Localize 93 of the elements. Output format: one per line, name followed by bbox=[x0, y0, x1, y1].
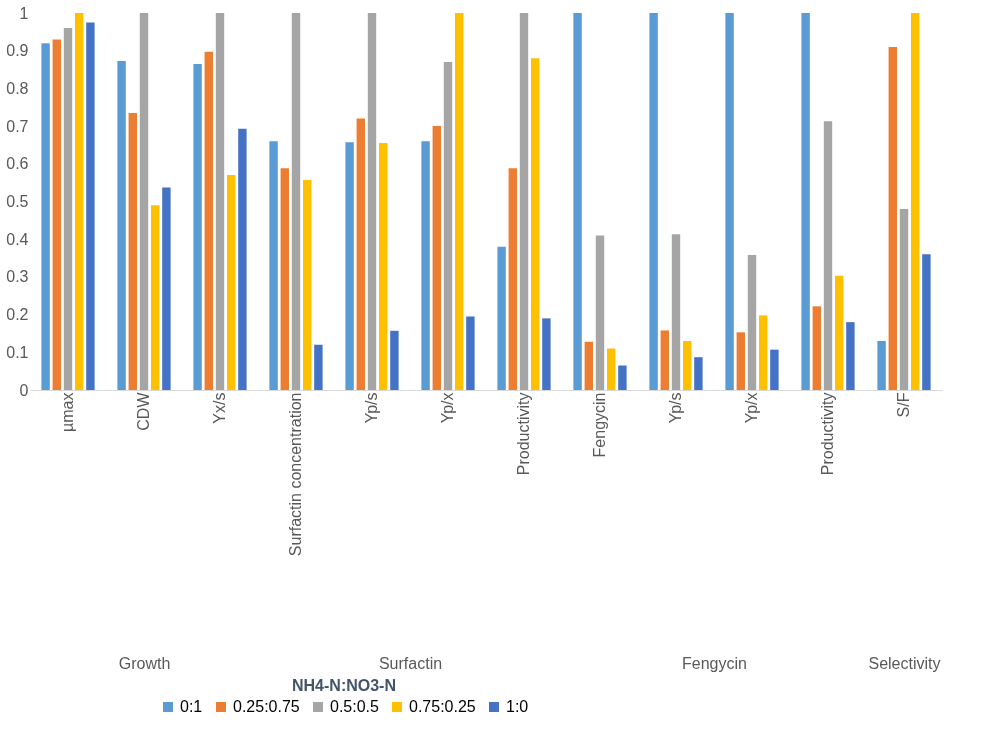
y-tick-label: 0.1 bbox=[6, 343, 29, 361]
bar bbox=[379, 143, 388, 390]
bar bbox=[227, 175, 236, 390]
x-tick-label: CDW bbox=[135, 391, 152, 431]
x-tick-label: Productivity bbox=[515, 392, 532, 476]
bar bbox=[835, 275, 844, 390]
bar bbox=[345, 142, 354, 390]
bar bbox=[139, 13, 149, 390]
bar bbox=[770, 349, 779, 390]
bar bbox=[215, 13, 225, 390]
bar bbox=[117, 60, 126, 390]
bar bbox=[432, 126, 441, 390]
x-tick-label: Yp/x bbox=[439, 392, 456, 424]
x-tick-label: Fengycin bbox=[591, 392, 608, 458]
y-tick-label: 0 bbox=[19, 381, 29, 399]
bar bbox=[725, 13, 734, 390]
bar bbox=[736, 332, 745, 390]
bar bbox=[390, 330, 399, 390]
bar bbox=[193, 63, 202, 390]
bar bbox=[823, 121, 833, 390]
bar bbox=[497, 246, 506, 390]
bar bbox=[888, 46, 897, 390]
y-tick-label: 0.9 bbox=[6, 42, 29, 60]
x-axis-title: Surfactin bbox=[378, 654, 443, 672]
bar bbox=[877, 340, 886, 390]
bar bbox=[911, 13, 920, 390]
bar bbox=[759, 315, 768, 390]
bar bbox=[303, 180, 312, 390]
bar bbox=[367, 13, 377, 390]
bar bbox=[683, 340, 692, 390]
bar bbox=[573, 13, 582, 390]
x-tick-label: S/F bbox=[895, 392, 912, 418]
bar bbox=[162, 187, 171, 390]
bar bbox=[846, 322, 855, 390]
bar bbox=[421, 141, 430, 390]
bar bbox=[86, 22, 95, 390]
x-tick-label: Yp/s bbox=[363, 392, 380, 424]
y-tick-label: 0.4 bbox=[6, 230, 29, 248]
legend-label: 1:0 bbox=[506, 698, 529, 715]
y-tick-label: 0.5 bbox=[6, 193, 29, 210]
y-tick-label: 0.7 bbox=[6, 117, 29, 135]
x-tick-label: µmax bbox=[59, 392, 76, 432]
x-axis-title: Fengycin bbox=[682, 654, 747, 672]
x-axis-title: Selectivity bbox=[868, 654, 941, 672]
bar bbox=[41, 43, 50, 390]
bar bbox=[812, 306, 821, 390]
bar bbox=[291, 13, 301, 390]
bar bbox=[238, 128, 247, 390]
x-tick-label: Yp/s bbox=[667, 392, 684, 424]
bar bbox=[75, 13, 84, 390]
legend-title: NH4-N:NO3-N bbox=[292, 677, 396, 694]
bar bbox=[531, 58, 540, 390]
x-tick-label: Yx/s bbox=[211, 392, 228, 424]
bar bbox=[694, 357, 703, 390]
bar bbox=[508, 168, 517, 390]
x-tick-label: Surfactin concentration bbox=[287, 392, 304, 557]
y-tick-label: 0.6 bbox=[6, 155, 29, 173]
bar bbox=[314, 344, 323, 390]
bar bbox=[922, 254, 931, 390]
y-tick-label: 1 bbox=[19, 4, 29, 22]
bar bbox=[280, 168, 289, 390]
bar bbox=[519, 13, 529, 390]
bar bbox=[356, 118, 365, 390]
bar bbox=[747, 255, 757, 390]
legend-label: 0.25:0.75 bbox=[233, 698, 300, 715]
bar bbox=[455, 13, 464, 390]
bar bbox=[63, 28, 73, 390]
y-tick-label: 0.2 bbox=[6, 306, 29, 324]
bar bbox=[618, 365, 627, 390]
bar bbox=[660, 330, 669, 390]
bar bbox=[671, 234, 681, 390]
bar bbox=[151, 205, 160, 390]
bar bbox=[584, 341, 593, 390]
bar bbox=[204, 51, 213, 390]
bar bbox=[595, 235, 605, 390]
x-tick-label: Yp/x bbox=[743, 392, 760, 424]
bar bbox=[899, 209, 909, 390]
bar bbox=[607, 348, 616, 390]
y-tick-label: 0.3 bbox=[6, 268, 29, 286]
y-tick-label: 0.8 bbox=[6, 79, 29, 97]
bar bbox=[269, 141, 278, 390]
legend-label: 0.75:0.25 bbox=[409, 698, 476, 715]
x-axis-title: Growth bbox=[118, 654, 171, 672]
bar bbox=[128, 112, 137, 390]
legend-label: 0:1 bbox=[180, 698, 203, 715]
legend-label: 0.5:0.5 bbox=[330, 698, 380, 715]
bar bbox=[443, 62, 453, 390]
bar bbox=[542, 318, 551, 390]
bar bbox=[466, 316, 475, 390]
bar bbox=[52, 39, 61, 390]
bar bbox=[801, 13, 810, 390]
bar bbox=[649, 13, 658, 390]
x-tick-label: Productivity bbox=[819, 392, 836, 476]
